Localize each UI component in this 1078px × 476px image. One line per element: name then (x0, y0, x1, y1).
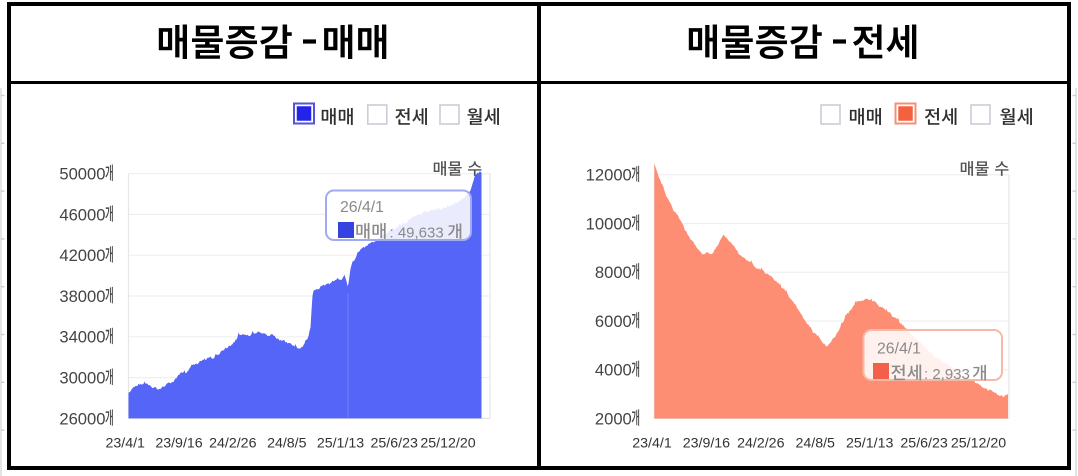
svg-text:: 2,933: : 2,933 (924, 366, 970, 383)
svg-text:25/1/13: 25/1/13 (317, 436, 364, 452)
svg-text:6000: 6000 (595, 312, 632, 331)
svg-text:26/4/1: 26/4/1 (877, 341, 921, 358)
svg-text:4000: 4000 (595, 361, 632, 380)
svg-text:46000: 46000 (59, 205, 105, 224)
svg-text:25/1/13: 25/1/13 (846, 436, 893, 452)
svg-text:26000: 26000 (59, 409, 105, 428)
svg-text:24/2/26: 24/2/26 (737, 436, 784, 452)
svg-text:25/12/20: 25/12/20 (420, 436, 475, 452)
svg-text:30000: 30000 (59, 369, 105, 388)
svg-text:50000: 50000 (59, 165, 105, 184)
svg-text:12000: 12000 (586, 166, 632, 185)
svg-text:8000: 8000 (595, 263, 632, 282)
svg-text:24/2/26: 24/2/26 (209, 436, 256, 452)
svg-text:25/12/20: 25/12/20 (951, 436, 1006, 452)
svg-text:23/9/16: 23/9/16 (155, 436, 202, 452)
svg-text:24/8/5: 24/8/5 (267, 436, 307, 452)
svg-text:34000: 34000 (59, 328, 105, 347)
svg-text:42000: 42000 (59, 246, 105, 265)
svg-text:23/4/1: 23/4/1 (632, 436, 672, 452)
svg-text:23/4/1: 23/4/1 (105, 436, 145, 452)
svg-text:: 49,633: : 49,633 (390, 225, 444, 242)
svg-text:25/6/23: 25/6/23 (900, 436, 947, 452)
svg-text:24/8/5: 24/8/5 (795, 436, 835, 452)
svg-text:38000: 38000 (59, 287, 105, 306)
svg-text:2000: 2000 (595, 409, 632, 428)
svg-text:23/9/16: 23/9/16 (683, 436, 730, 452)
svg-text:25/6/23: 25/6/23 (371, 436, 418, 452)
svg-text:26/4/1: 26/4/1 (340, 199, 384, 216)
svg-text:10000: 10000 (586, 214, 632, 233)
